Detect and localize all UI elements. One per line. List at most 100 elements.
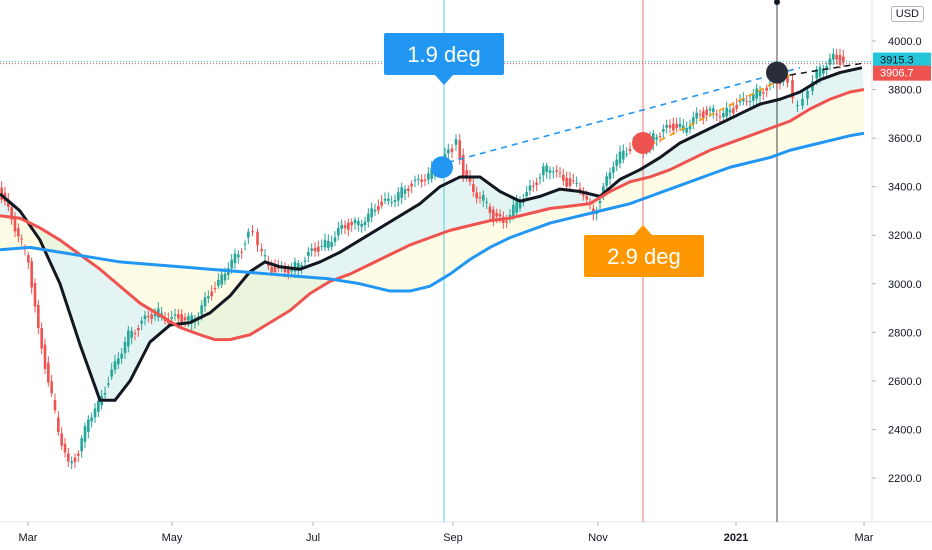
y-tick-label: 3400.0 [888,182,922,194]
candle-body [170,317,173,319]
candle-body [203,297,207,307]
marker-handle [774,0,780,5]
candle-body [755,88,758,99]
candle-body [213,288,217,290]
candle-body [90,417,93,422]
callout-box [384,33,504,75]
candle-body [447,149,450,154]
event-dot [431,156,453,179]
candle-body [498,213,502,217]
candle-body [363,221,367,226]
slow-band-fill [0,89,864,340]
candle-body [838,54,842,65]
fast-band-fill [0,67,864,401]
callout-box [584,235,704,277]
x-axis: Mar May Jul Sep Nov 2021 Mar [19,522,874,544]
candle-body [47,362,50,383]
candle-body [745,101,748,103]
candle-body [728,109,732,113]
candle-body [147,316,150,318]
candle-body [77,453,80,456]
candle-body [293,261,297,272]
candle-body [393,200,397,202]
candle-body [430,167,433,179]
candle-body [791,80,794,99]
candle-body [220,274,223,285]
candle-body [612,166,615,173]
candle-body [200,305,203,315]
candle-body [512,204,515,217]
candle-body [50,381,53,394]
candle-body [270,266,273,273]
candle-body [413,179,417,181]
candle-body [223,273,227,281]
candle-body [137,327,140,331]
candle-body [323,239,327,248]
candle-body [658,135,662,137]
candle-body [825,66,828,70]
candle-body [20,238,23,240]
candle-body [40,328,43,349]
candle-body [383,198,387,201]
candle-body [237,254,240,258]
trend-line-3 [789,62,866,76]
y-tick-label: 3600.0 [888,133,922,145]
trend-line-2 [649,74,791,147]
price-tag [873,52,931,68]
candle-body [518,202,522,209]
candle-body [240,251,243,253]
candle-body [718,116,722,118]
x-tick-label: Mar [19,532,38,544]
ma-line-1 [0,66,863,402]
candle-body [251,231,254,233]
candle-body [528,185,532,191]
candle-body [313,247,317,252]
candle-body [698,114,702,116]
candle-body [622,150,625,160]
candle-body [685,127,688,133]
candle-body [400,187,403,198]
candle-body [217,279,220,286]
candle-body [652,133,655,145]
candle-body [715,113,718,115]
candle-body [742,98,745,102]
candle-body [765,87,768,91]
candle-body [123,341,127,354]
candle-body [310,248,313,251]
candle-body [786,75,789,83]
candle-body [230,259,233,269]
trend-lines [0,61,872,164]
candle-body [397,192,400,201]
price-tag-label: 3906.7 [880,68,914,80]
candle-body [53,400,57,411]
candle-body [450,148,454,153]
candle-body [303,260,307,262]
candle-body [532,185,535,187]
candle-body [702,111,705,119]
candle-body [752,94,755,101]
y-tick-label: 3800.0 [888,85,922,97]
candle-body [818,67,822,77]
candle-body [495,212,498,217]
x-tick-label: May [162,532,183,544]
ma-band-fills [0,67,864,401]
candle-body [705,109,708,115]
y-tick-label: 3200.0 [888,230,922,242]
x-tick-label: Mar [855,532,874,544]
candle-body [83,426,87,442]
currency-button[interactable]: USD [890,6,924,22]
candle-body [488,206,492,214]
candle-body [377,206,380,211]
x-tick-label: Nov [588,532,608,544]
candle-body [93,408,97,418]
candle-body [233,253,237,264]
candle-body [762,91,765,94]
candle-body [485,201,488,203]
angle-callouts: 1.9 deg 2.9 deg [384,33,704,277]
candle-body [535,182,538,186]
angle-callout: 1.9 deg [384,33,504,85]
candle-body [113,361,117,370]
y-tick-label: 2200.0 [888,473,922,485]
candle-body [107,383,110,385]
